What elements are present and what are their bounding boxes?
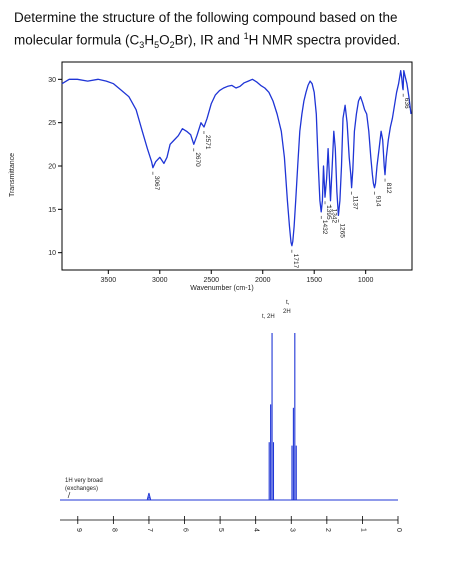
ir-x-tick-label: 2500 <box>203 277 219 284</box>
ir-peak-label: 1717 <box>292 254 299 269</box>
ir-peak-label: 1342 <box>330 209 337 224</box>
ir-x-tick-label: 1000 <box>358 277 374 284</box>
nmr-x-tick-label: 4 <box>253 528 260 532</box>
subscript-h: 5 <box>154 40 160 51</box>
nmr-x-tick-label: 0 <box>395 528 402 532</box>
nmr-x-tick-label: 1 <box>359 528 366 532</box>
nmr-x-tick-label: 3 <box>288 528 295 532</box>
question-mid: Br), IR and <box>174 32 244 48</box>
ir-x-axis-label: Wavenumber (cm-1) <box>190 285 254 292</box>
nmr-annotation-2h-b: 2H <box>283 309 291 315</box>
ir-peak-label: 812 <box>385 183 392 194</box>
ir-y-tick-label: 20 <box>48 164 56 171</box>
ir-peak-label: 636 <box>403 98 410 109</box>
nmr-annotation-t2h-a: t, 2H <box>262 314 275 320</box>
nmr-peaks <box>146 333 297 501</box>
question-text: Determine the structure of the following… <box>14 8 444 55</box>
ir-y-tick-label: 25 <box>48 120 56 127</box>
nmr-annotations: 1H very broad (exchanges) t, 2H t, 2H <box>65 299 291 499</box>
ir-x-tick-label: 1500 <box>306 277 322 284</box>
ir-y-axis-label: Transmittance <box>9 153 16 197</box>
ir-plot-frame <box>61 61 413 271</box>
ir-y-tick-label: 30 <box>48 77 56 84</box>
nmr-annotation-pointer <box>67 491 71 499</box>
nmr-x-tick-label: 9 <box>75 528 82 532</box>
nmr-annotation-broad: 1H very broad <box>65 478 103 484</box>
nmr-broad-peak <box>146 492 152 501</box>
ir-peak-label: 3067 <box>153 176 160 191</box>
question-prefix: Determine the structure of the following… <box>14 10 398 48</box>
ir-y-tick-label: 15 <box>48 207 56 214</box>
nmr-x-tick-label: 7 <box>146 528 153 532</box>
superscript-1: 1 <box>243 31 249 41</box>
nmr-annotation-exchanges: (exchanges) <box>65 486 98 492</box>
ir-peak-label: 914 <box>375 196 382 207</box>
question-suffix: H NMR spectra provided. <box>248 32 401 48</box>
nmr-annotation-t-b: t, <box>286 299 290 306</box>
ir-peak-label: 1395 <box>325 205 332 220</box>
ir-x-tick-label: 3500 <box>101 277 117 284</box>
ir-peak-label: 2670 <box>194 152 201 167</box>
ir-peak-label: 1137 <box>352 196 359 210</box>
ir-peak-label: 1432 <box>321 220 328 235</box>
nmr-x-tick-label: 2 <box>324 528 331 532</box>
ir-ticks: 3500 3000 2500 2000 1500 1000 10 15 20 25 30 <box>48 77 373 284</box>
ir-y-tick-label: 10 <box>48 250 56 257</box>
ir-x-tick-label: 2000 <box>255 277 271 284</box>
ir-x-tick-label: 3000 <box>152 277 168 284</box>
ir-spectrum-chart: 3500 3000 2500 2000 1500 1000 10 15 20 25 30 3067 2… <box>9 61 413 292</box>
nmr-axis: 9 8 7 6 5 4 3 2 1 0 <box>60 516 402 532</box>
nmr-x-tick-label: 8 <box>110 528 117 532</box>
question-h: H <box>144 32 155 48</box>
nmr-x-tick-label: 6 <box>182 528 189 532</box>
ir-peak-label: 1265 <box>338 223 345 238</box>
ir-spectrum-line <box>61 70 412 247</box>
ir-peak-label: 2571 <box>204 135 211 150</box>
nmr-x-tick-label: 5 <box>217 528 224 532</box>
subscript-o: 2 <box>169 40 175 51</box>
subscript-c: 3 <box>139 40 145 51</box>
question-o: O <box>159 32 170 48</box>
